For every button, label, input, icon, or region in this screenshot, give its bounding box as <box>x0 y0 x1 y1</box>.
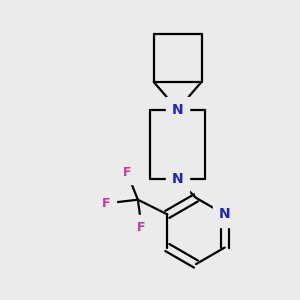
Text: N: N <box>172 103 183 116</box>
Text: F: F <box>102 197 111 210</box>
Text: F: F <box>123 166 131 178</box>
Text: N: N <box>219 207 230 221</box>
Text: N: N <box>172 172 183 186</box>
Text: F: F <box>137 221 146 234</box>
